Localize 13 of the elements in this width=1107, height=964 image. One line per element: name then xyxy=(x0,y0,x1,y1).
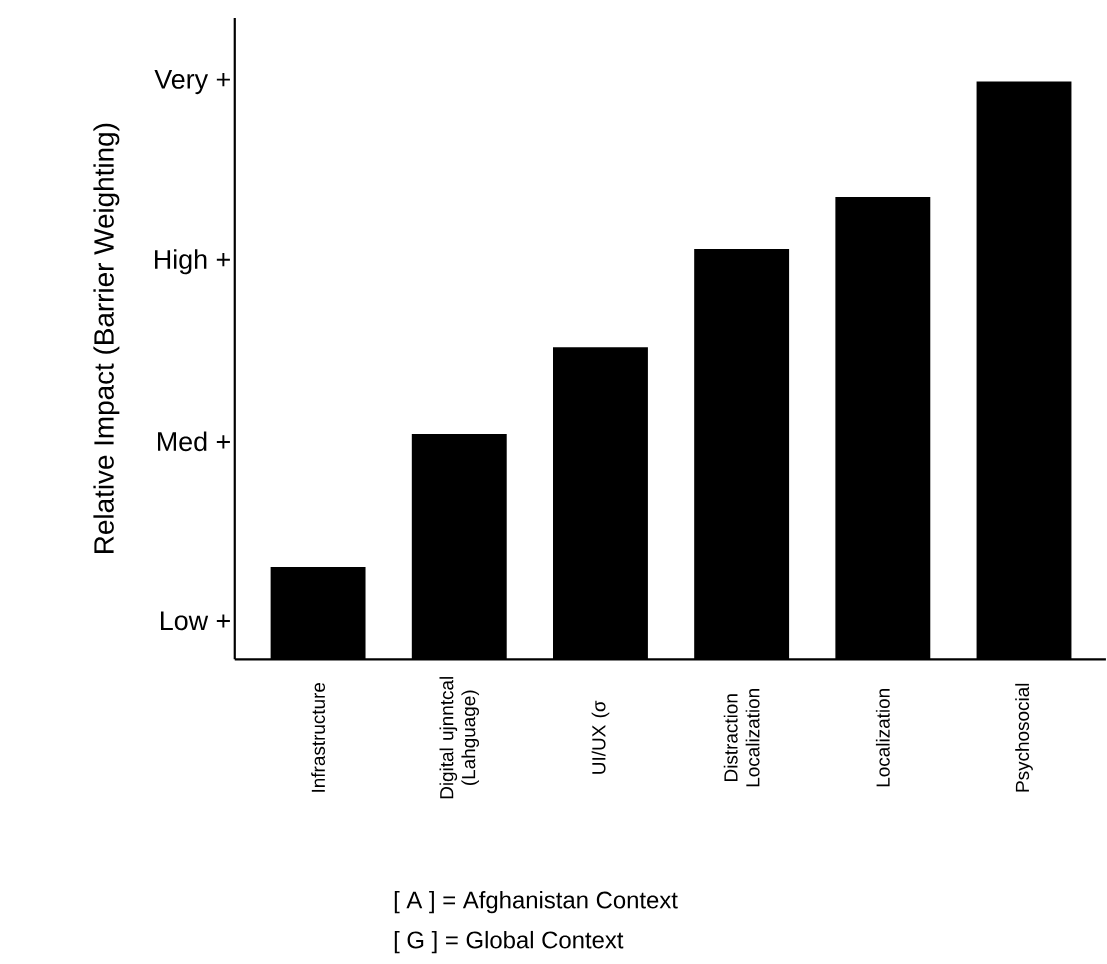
x-tick-label: Infrastructure xyxy=(311,682,326,792)
text: High + xyxy=(155,249,230,275)
text: Very + xyxy=(154,70,230,95)
y-axis-title: Relative Impact (Barrier Weighting) xyxy=(93,123,120,553)
x-tick-label: UI/UX (σ xyxy=(591,700,610,774)
x-tick-label: Digital ujnntcal (Lahguage) xyxy=(439,677,480,799)
x-tick-label: Distraction Localization xyxy=(723,689,760,787)
text: [ G ] = Global Context xyxy=(394,930,624,954)
text: Med + xyxy=(158,431,230,452)
text: Low + xyxy=(161,611,230,631)
x-tick-label: Localization xyxy=(875,689,890,787)
text: [ A ] = Afghanistan Context xyxy=(394,890,678,914)
x-tick-label: Psychosocial xyxy=(1015,683,1033,792)
